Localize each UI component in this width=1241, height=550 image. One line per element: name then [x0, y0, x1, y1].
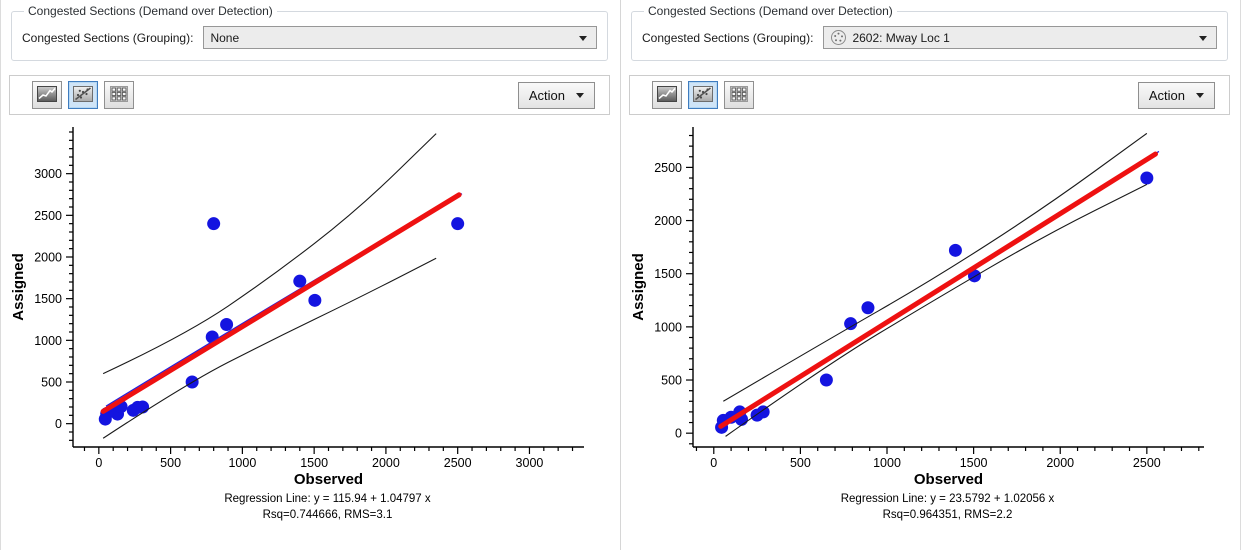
chevron-down-icon: [579, 35, 587, 41]
svg-text:2500: 2500: [654, 161, 682, 175]
scatter-regression-icon: [73, 85, 93, 105]
svg-text:500: 500: [790, 456, 811, 470]
regression-equation-caption: Regression Line: y = 115.94 + 1.04797 x: [224, 493, 431, 505]
chevron-down-icon: [576, 92, 584, 98]
chart-area: 0 500 1000 1500 2000 2500 0 500 1000 1500 2000 2500…: [629, 119, 1230, 523]
svg-text:0: 0: [710, 456, 717, 470]
svg-text:1500: 1500: [654, 267, 682, 281]
svg-text:Observed: Observed: [914, 471, 983, 488]
svg-text:1000: 1000: [873, 456, 901, 470]
line-chart-view-button[interactable]: [32, 81, 62, 109]
svg-text:1500: 1500: [34, 292, 62, 306]
grouping-label: Congested Sections (Grouping):: [22, 30, 194, 45]
table-view-button[interactable]: [724, 81, 754, 109]
svg-text:Observed: Observed: [294, 471, 363, 488]
svg-text:2500: 2500: [444, 456, 472, 470]
svg-text:Assigned: Assigned: [10, 253, 27, 321]
svg-text:500: 500: [160, 456, 181, 470]
regression-stats-caption: Rsq=0.744666, RMS=3.1: [262, 509, 393, 522]
svg-text:1000: 1000: [654, 320, 682, 334]
congested-sections-groupbox: Congested Sections (Demand over Detectio…: [631, 4, 1228, 61]
grouping-label: Congested Sections (Grouping):: [642, 30, 814, 45]
regression-equation-caption: Regression Line: y = 23.5792 + 1.02056 x: [840, 493, 1055, 505]
panel-mway-loc-grouping: Congested Sections (Demand over Detectio…: [621, 0, 1241, 550]
action-button-label: Action: [1148, 87, 1185, 103]
svg-text:0: 0: [55, 417, 62, 431]
scatter-regression-icon: [693, 85, 713, 105]
line-chart-icon: [657, 85, 677, 105]
line-chart-icon: [37, 85, 57, 105]
scatter-plot: 0 500 1000 1500 2000 2500 0 500 1000 1500 2000 2500…: [630, 127, 1204, 488]
svg-text:2000: 2000: [372, 456, 400, 470]
svg-text:1500: 1500: [300, 456, 328, 470]
svg-text:1500: 1500: [960, 456, 988, 470]
combobox-value: None: [210, 30, 240, 45]
svg-text:500: 500: [41, 376, 62, 390]
chart-toolbar: Action: [629, 75, 1230, 115]
svg-text:0: 0: [95, 456, 102, 470]
congested-sections-groupbox: Congested Sections (Demand over Detectio…: [11, 4, 608, 61]
line-chart-view-button[interactable]: [652, 81, 682, 109]
action-menu-button[interactable]: Action: [517, 81, 595, 109]
chevron-down-icon: [1199, 35, 1207, 41]
svg-text:2000: 2000: [654, 214, 682, 228]
svg-text:2000: 2000: [34, 251, 62, 265]
regression-stats-caption: Rsq=0.964351, RMS=2.2: [882, 509, 1013, 522]
table-grid-icon: [110, 85, 128, 105]
groupbox-title: Congested Sections (Demand over Detectio…: [28, 4, 273, 18]
grouping-combobox[interactable]: None: [203, 26, 597, 49]
svg-text:2000: 2000: [1046, 456, 1074, 470]
svg-text:500: 500: [661, 374, 682, 388]
action-menu-button[interactable]: Action: [1137, 81, 1215, 109]
scatter-regression-view-button[interactable]: [688, 81, 718, 109]
chart-toolbar: Action: [9, 75, 610, 115]
svg-text:2500: 2500: [34, 209, 62, 223]
section-group-icon: [830, 29, 847, 46]
table-grid-icon: [730, 85, 748, 105]
svg-text:2500: 2500: [1133, 456, 1161, 470]
panel-none-grouping: Congested Sections (Demand over Detectio…: [0, 0, 621, 550]
svg-text:0: 0: [675, 427, 682, 441]
svg-text:1000: 1000: [228, 456, 256, 470]
svg-text:3000: 3000: [516, 456, 544, 470]
combobox-value: 2602: Mway Loc 1: [852, 30, 950, 45]
svg-text:3000: 3000: [34, 167, 62, 181]
chevron-down-icon: [1196, 92, 1204, 98]
scatter-plot: 0 500 1000 1500 2000 2500 3000 0 500 1000 1500 2000…: [10, 127, 584, 488]
svg-text:Assigned: Assigned: [630, 253, 647, 321]
scatter-regression-view-button[interactable]: [68, 81, 98, 109]
chart-area: 0 500 1000 1500 2000 2500 3000 0 500 1000 1500 2000…: [9, 119, 610, 523]
action-button-label: Action: [528, 87, 565, 103]
svg-text:1000: 1000: [34, 334, 62, 348]
grouping-combobox[interactable]: 2602: Mway Loc 1: [823, 26, 1217, 49]
groupbox-title: Congested Sections (Demand over Detectio…: [648, 4, 893, 18]
table-view-button[interactable]: [104, 81, 134, 109]
